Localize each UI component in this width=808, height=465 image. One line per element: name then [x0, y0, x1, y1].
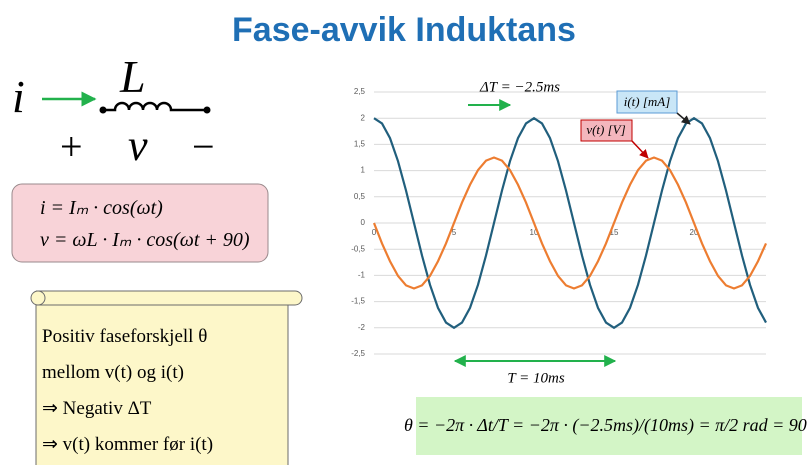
y-tick-label: 0	[361, 218, 366, 227]
legend-arrow	[676, 112, 691, 125]
annotation: T = 10ms	[507, 370, 565, 386]
y-tick-label: -1	[358, 271, 366, 280]
note-line: ⇒ v(t) kommer før i(t)	[42, 434, 213, 455]
annotation: ΔT = −2.5ms	[479, 79, 560, 95]
y-tick-label: 2,5	[354, 87, 366, 96]
y-tick-label: 0,5	[354, 192, 366, 201]
formula-box	[11, 183, 269, 263]
chart: 2,5 2 1,5 1 0,5 0 -0,5 -1 -1,5 -2 -2,5 0 5 10 15 20 i(t)…	[351, 79, 768, 386]
x-tick-label: 20	[690, 228, 699, 237]
y-tick-label: -2	[358, 323, 366, 332]
y-tick-label: 1,5	[354, 140, 366, 149]
legend-arrow	[631, 140, 649, 159]
series-line	[372, 156, 768, 290]
note-line: mellom v(t) og i(t)	[42, 362, 184, 383]
series-line	[373, 116, 767, 330]
equation-box	[416, 397, 802, 455]
y-tick-label: -0,5	[351, 244, 365, 253]
formula: i = Iₘ · cos(ωt)	[40, 197, 163, 219]
slide-title: Fase-avvik Induktans	[232, 11, 576, 49]
note-line: ⇒ Negativ ΔT	[42, 398, 152, 419]
y-tick-label: 1	[361, 166, 366, 175]
legend-box	[580, 119, 633, 142]
y-tick-label: -2,5	[351, 349, 365, 358]
plus-label: +	[60, 124, 83, 169]
y-tick-label: 2	[361, 113, 366, 122]
x-tick-label: 0	[372, 228, 377, 237]
x-tick-label: 5	[452, 228, 457, 237]
legend-box	[616, 90, 678, 114]
current-label: i	[12, 71, 25, 122]
y-tick-label: -1,5	[351, 297, 365, 306]
x-tick-label: 15	[610, 228, 619, 237]
scroll-curl	[30, 290, 46, 306]
inductor-label: L	[119, 51, 146, 102]
voltage-label: v	[128, 121, 148, 170]
circuit: i L + v −	[12, 51, 215, 170]
formula: v = ωL · Iₘ · cos(ωt + 90)	[40, 229, 250, 251]
legend-label: v(t) [V]	[586, 122, 625, 137]
note-scroll: Positiv faseforskjell θ mellom v(t) og i…	[30, 290, 303, 465]
equation: θ = −2π · Δt/T = −2π · (−2.5ms)/(10ms) =…	[404, 415, 808, 436]
scroll-curl	[36, 290, 303, 306]
legend-label: i(t) [mA]	[624, 94, 671, 109]
inductor-coil	[103, 101, 207, 112]
x-tick-label: 10	[530, 228, 539, 237]
minus-label: −	[192, 124, 215, 169]
note-line: Positiv faseforskjell θ	[42, 326, 207, 347]
